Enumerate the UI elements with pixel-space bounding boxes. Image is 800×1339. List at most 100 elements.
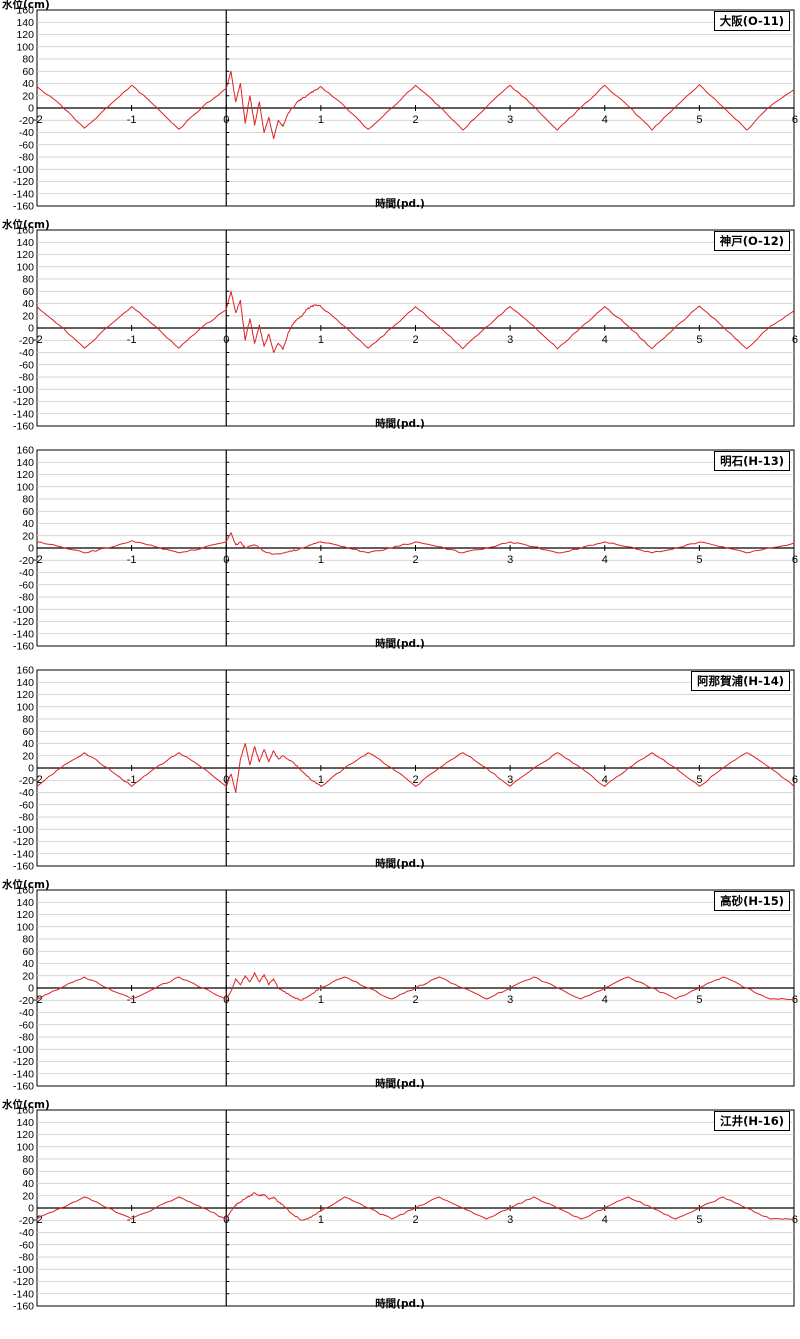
y-tick-label: -100 (13, 824, 34, 836)
x-tick-label: 2 (412, 1214, 418, 1226)
x-tick-label: -1 (127, 114, 137, 126)
station-title: 高砂(H-15) (714, 891, 790, 911)
y-tick-label: -40 (19, 567, 34, 579)
x-tick-label: 1 (318, 774, 324, 786)
y-tick-label: -100 (13, 604, 34, 616)
y-tick-label: 40 (22, 518, 34, 530)
y-tick-label: 120 (16, 29, 34, 41)
y-tick-label: 120 (16, 909, 34, 921)
x-tick-label: -2 (33, 554, 43, 566)
x-tick-label: 6 (792, 1214, 798, 1226)
x-tick-label: 3 (507, 994, 513, 1006)
x-tick-label: 5 (696, 994, 702, 1006)
y-tick-label: 60 (22, 1166, 34, 1178)
y-tick-label: -140 (13, 628, 34, 640)
y-tick-label: 0 (28, 543, 34, 555)
y-tick-label: 40 (22, 298, 34, 310)
station-title: 神戸(O-12) (713, 231, 790, 251)
y-tick-label: 0 (28, 103, 34, 115)
y-tick-label: 80 (22, 934, 34, 946)
x-axis-label: 時間(pd.) (375, 1298, 425, 1310)
y-tick-label: 20 (22, 90, 34, 102)
y-tick-label: 20 (22, 970, 34, 982)
x-tick-label: 5 (696, 774, 702, 786)
y-tick-label: -80 (19, 812, 34, 824)
x-tick-label: 4 (602, 994, 608, 1006)
x-tick-label: 0 (223, 114, 229, 126)
y-tick-label: -80 (19, 152, 34, 164)
x-tick-label: 4 (602, 774, 608, 786)
x-tick-label: 1 (318, 114, 324, 126)
x-tick-label: 6 (792, 114, 798, 126)
y-tick-label: 120 (16, 249, 34, 261)
x-tick-label: 5 (696, 1214, 702, 1226)
x-tick-label: 4 (602, 114, 608, 126)
series-line-0 (36, 532, 795, 555)
y-tick-label: -120 (13, 836, 34, 848)
y-tick-label: 160 (16, 5, 34, 17)
y-axis-label: 水位(cm) (2, 1099, 50, 1111)
x-tick-label: 3 (507, 554, 513, 566)
chart-panel-5: 160 140 120 100 80 60 40 20 0 -20 -40 -60 -80 -100 -12… (0, 1099, 800, 1320)
x-tick-label: 5 (696, 334, 702, 346)
y-tick-label: 140 (16, 237, 34, 249)
y-tick-label: 80 (22, 54, 34, 66)
station-title: 江井(H-16) (714, 1111, 790, 1131)
y-tick-label: 80 (22, 274, 34, 286)
y-tick-label: -160 (13, 201, 34, 213)
y-tick-label: 40 (22, 1178, 34, 1190)
x-tick-label: 6 (792, 994, 798, 1006)
x-tick-label: 1 (318, 994, 324, 1006)
y-tick-label: -100 (13, 1044, 34, 1056)
y-tick-label: 100 (16, 261, 34, 273)
y-tick-label: -20 (19, 995, 34, 1007)
y-tick-label: -20 (19, 1215, 34, 1227)
x-tick-label: 4 (602, 1214, 608, 1226)
x-tick-label: 6 (792, 774, 798, 786)
y-tick-label: 100 (16, 701, 34, 713)
series-line-0 (36, 70, 795, 140)
y-tick-label: 120 (16, 469, 34, 481)
y-tick-label: -60 (19, 139, 34, 151)
series-line-0 (36, 972, 795, 1001)
y-tick-label: -40 (19, 347, 34, 359)
y-tick-label: 40 (22, 738, 34, 750)
y-tick-label: 20 (22, 530, 34, 542)
series-line-0 (36, 1192, 795, 1221)
y-tick-label: -140 (13, 1288, 34, 1300)
x-tick-label: 0 (223, 334, 229, 346)
x-tick-label: -1 (127, 774, 137, 786)
x-tick-label: 2 (412, 114, 418, 126)
y-tick-label: -160 (13, 421, 34, 433)
chart-panel-3: 160 140 120 100 80 60 40 20 0 -20 -40 -60 -80 -100 -12… (0, 660, 800, 880)
y-tick-label: 80 (22, 714, 34, 726)
y-tick-label: -160 (13, 1301, 34, 1313)
y-tick-label: 160 (16, 445, 34, 457)
y-tick-label: 20 (22, 310, 34, 322)
x-axis-label: 時間(pd.) (375, 198, 425, 210)
x-tick-label: 1 (318, 334, 324, 346)
y-tick-label: -140 (13, 408, 34, 420)
y-tick-label: 80 (22, 1154, 34, 1166)
y-tick-label: -60 (19, 359, 34, 371)
x-tick-label: -1 (127, 334, 137, 346)
x-axis-label: 時間(pd.) (375, 418, 425, 430)
y-tick-label: 20 (22, 750, 34, 762)
y-tick-label: -40 (19, 1007, 34, 1019)
x-tick-label: 1 (318, 554, 324, 566)
y-tick-label: 160 (16, 665, 34, 677)
y-tick-label: -80 (19, 592, 34, 604)
chart-svg-2: 160140120100806040200-20-40-60-80-100-12… (13, 445, 798, 653)
x-tick-label: 0 (223, 774, 229, 786)
y-tick-label: -80 (19, 1252, 34, 1264)
y-tick-label: -60 (19, 579, 34, 591)
y-tick-label: -60 (19, 799, 34, 811)
y-tick-label: 40 (22, 78, 34, 90)
y-tick-label: 60 (22, 506, 34, 518)
y-axis-label: 水位(cm) (2, 879, 50, 891)
x-tick-label: -1 (127, 554, 137, 566)
x-tick-label: 0 (223, 554, 229, 566)
y-tick-label: -120 (13, 616, 34, 628)
y-tick-label: 160 (16, 885, 34, 897)
y-tick-label: -160 (13, 641, 34, 653)
